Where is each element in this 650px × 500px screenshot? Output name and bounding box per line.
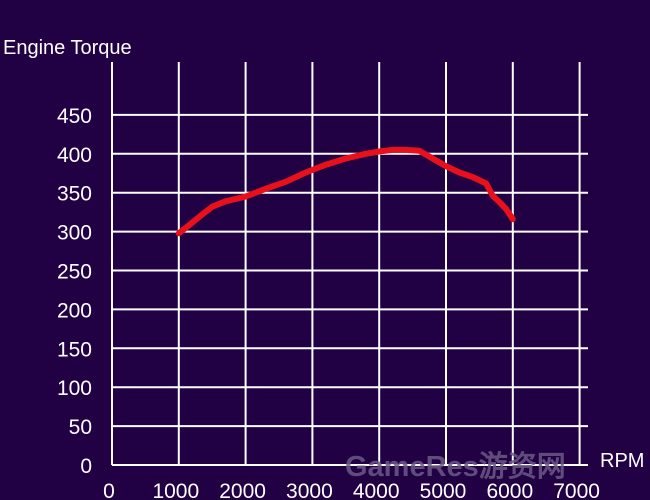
x-tick-labels: 0 1000 2000 3000 4000 5000 6000 7000 [103, 480, 600, 500]
torque-curve-line-0 [175, 146, 516, 237]
x-tick-label-4000: 4000 [353, 480, 400, 500]
x-axis-title: RPM [600, 450, 644, 472]
x-tick-label-6000: 6000 [486, 480, 533, 500]
x-tick-label-1000: 1000 [152, 480, 199, 500]
y-tick-label-300: 300 [57, 222, 92, 245]
series-group [175, 146, 516, 237]
y-tick-label-350: 350 [57, 183, 92, 206]
y-tick-label-100: 100 [57, 377, 92, 400]
y-tick-label-400: 400 [57, 144, 92, 167]
y-tick-label-50: 50 [69, 416, 92, 439]
x-tick-label-5000: 5000 [420, 480, 467, 500]
y-tick-label-450: 450 [57, 105, 92, 128]
y-tick-label-150: 150 [57, 338, 92, 361]
watermark: GameRes游资网 [345, 450, 566, 483]
x-tick-label-2000: 2000 [219, 480, 266, 500]
y-axis-title: Engine Torque [3, 37, 132, 59]
axes [111, 62, 588, 466]
y-tick-label-250: 250 [57, 261, 92, 284]
x-tick-label-0: 0 [103, 480, 115, 500]
grid-lines [112, 62, 588, 465]
x-tick-label-3000: 3000 [286, 480, 333, 500]
y-tick-labels: 0 50 100 150 200 250 300 350 400 450 [57, 105, 92, 478]
y-tick-label-0: 0 [80, 455, 92, 478]
y-tick-label-200: 200 [57, 299, 92, 322]
x-tick-label-7000: 7000 [553, 480, 600, 500]
